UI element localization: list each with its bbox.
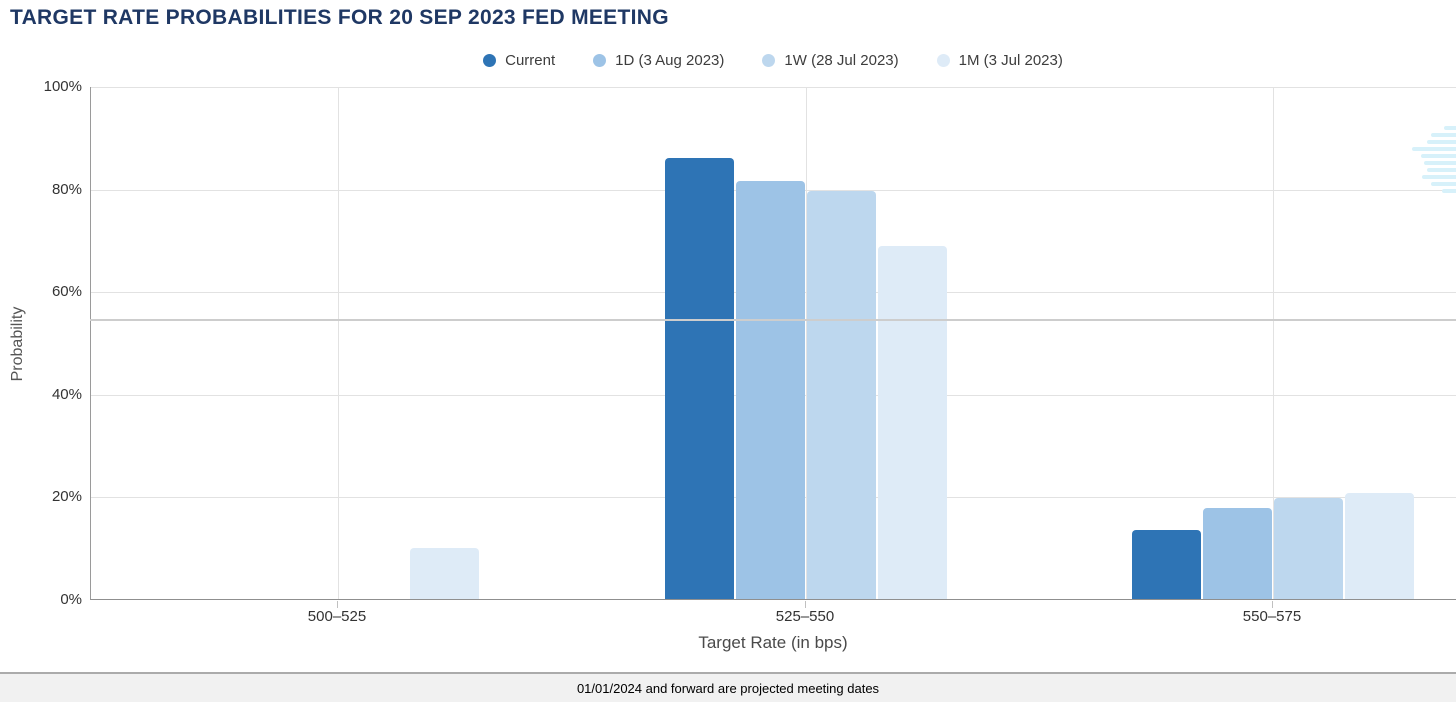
legend-label: 1W (28 Jul 2023)	[784, 51, 899, 69]
footer-note: 01/01/2024 and forward are projected mee…	[576, 680, 880, 696]
page-title: TARGET RATE PROBABILITIES FOR 20 SEP 202…	[10, 6, 669, 29]
legend-item-current[interactable]: Current	[483, 52, 555, 69]
legend-dot-current	[483, 53, 497, 67]
gridline-v-500-525	[338, 87, 339, 599]
legend-label: Current	[505, 51, 556, 69]
watermark-stripe-2	[1427, 140, 1456, 144]
y-tick-label-60: 60%	[51, 283, 82, 301]
y-tick-label-0: 0%	[60, 591, 82, 608]
watermark-stripe-4	[1421, 154, 1456, 158]
watermark-stripe-0	[1444, 126, 1456, 130]
y-tick-label-100: 100%	[43, 78, 82, 95]
watermark-stripe-7	[1422, 175, 1456, 179]
x-tick-label-500-525: 500–525	[307, 608, 367, 625]
bar-current-550-575[interactable]	[1132, 529, 1201, 599]
legend-item-1w-28-jul-2023[interactable]: 1W (28 Jul 2023)	[762, 51, 899, 69]
legend-dot-1w-28-jul-2023	[762, 53, 776, 67]
x-tick-label-550-575: 550–575	[1242, 608, 1302, 625]
x-tick-mark-550-575	[1272, 601, 1273, 608]
plot-area	[90, 87, 1456, 600]
gridline-v-525-550	[806, 87, 807, 599]
legend-dot-1d-3-aug-2023	[593, 53, 607, 67]
bar-1d-3-aug-2023-525-550[interactable]	[736, 181, 805, 599]
bar-current-525-550[interactable]	[665, 157, 734, 599]
y-tick-label-80: 80%	[51, 180, 82, 198]
legend-item-1m-3-jul-2023[interactable]: 1M (3 Jul 2023)	[936, 51, 1063, 69]
y-tick-label-20: 20%	[51, 488, 82, 506]
watermark-stripe-8	[1431, 182, 1456, 186]
legend-dot-1m-3-jul-2023	[936, 53, 950, 67]
page-divider-line	[90, 319, 1456, 321]
y-axis-title: Probability	[9, 306, 26, 382]
gridline-v-550-575	[1273, 87, 1274, 599]
bar-1m-3-jul-2023-550-575[interactable]	[1345, 493, 1414, 599]
legend-item-1d-3-aug-2023[interactable]: 1D (3 Aug 2023)	[593, 52, 724, 69]
x-tick-mark-500-525	[337, 601, 338, 608]
legend: Current 1D (3 Aug 2023) 1W (28 Jul 2023) 1M…	[90, 48, 1456, 72]
watermark-stripe-3	[1412, 147, 1456, 151]
bar-1w-28-jul-2023-525-550[interactable]	[807, 191, 876, 599]
bar-1w-28-jul-2023-550-575[interactable]	[1274, 497, 1343, 599]
bar-1m-3-jul-2023-500-525[interactable]	[410, 547, 479, 599]
watermark-stripe-5	[1424, 161, 1456, 165]
bar-1d-3-aug-2023-550-575[interactable]	[1203, 507, 1272, 599]
x-axis-title: Target Rate (in bps)	[698, 633, 848, 652]
legend-label: 1D (3 Aug 2023)	[615, 51, 725, 69]
gridline-h-100	[91, 87, 1456, 88]
footer-bar: 01/01/2024 and forward are projected mee…	[0, 672, 1456, 702]
watermark-stripe-9	[1442, 189, 1456, 193]
legend-label: 1M (3 Jul 2023)	[958, 51, 1063, 69]
watermark-stripe-1	[1431, 133, 1456, 137]
x-tick-label-525-550: 525–550	[775, 608, 835, 625]
y-tick-label-40: 40%	[51, 385, 82, 403]
watermark-stripe-6	[1427, 168, 1456, 172]
x-tick-mark-525-550	[805, 601, 806, 608]
bar-1m-3-jul-2023-525-550[interactable]	[878, 246, 947, 599]
